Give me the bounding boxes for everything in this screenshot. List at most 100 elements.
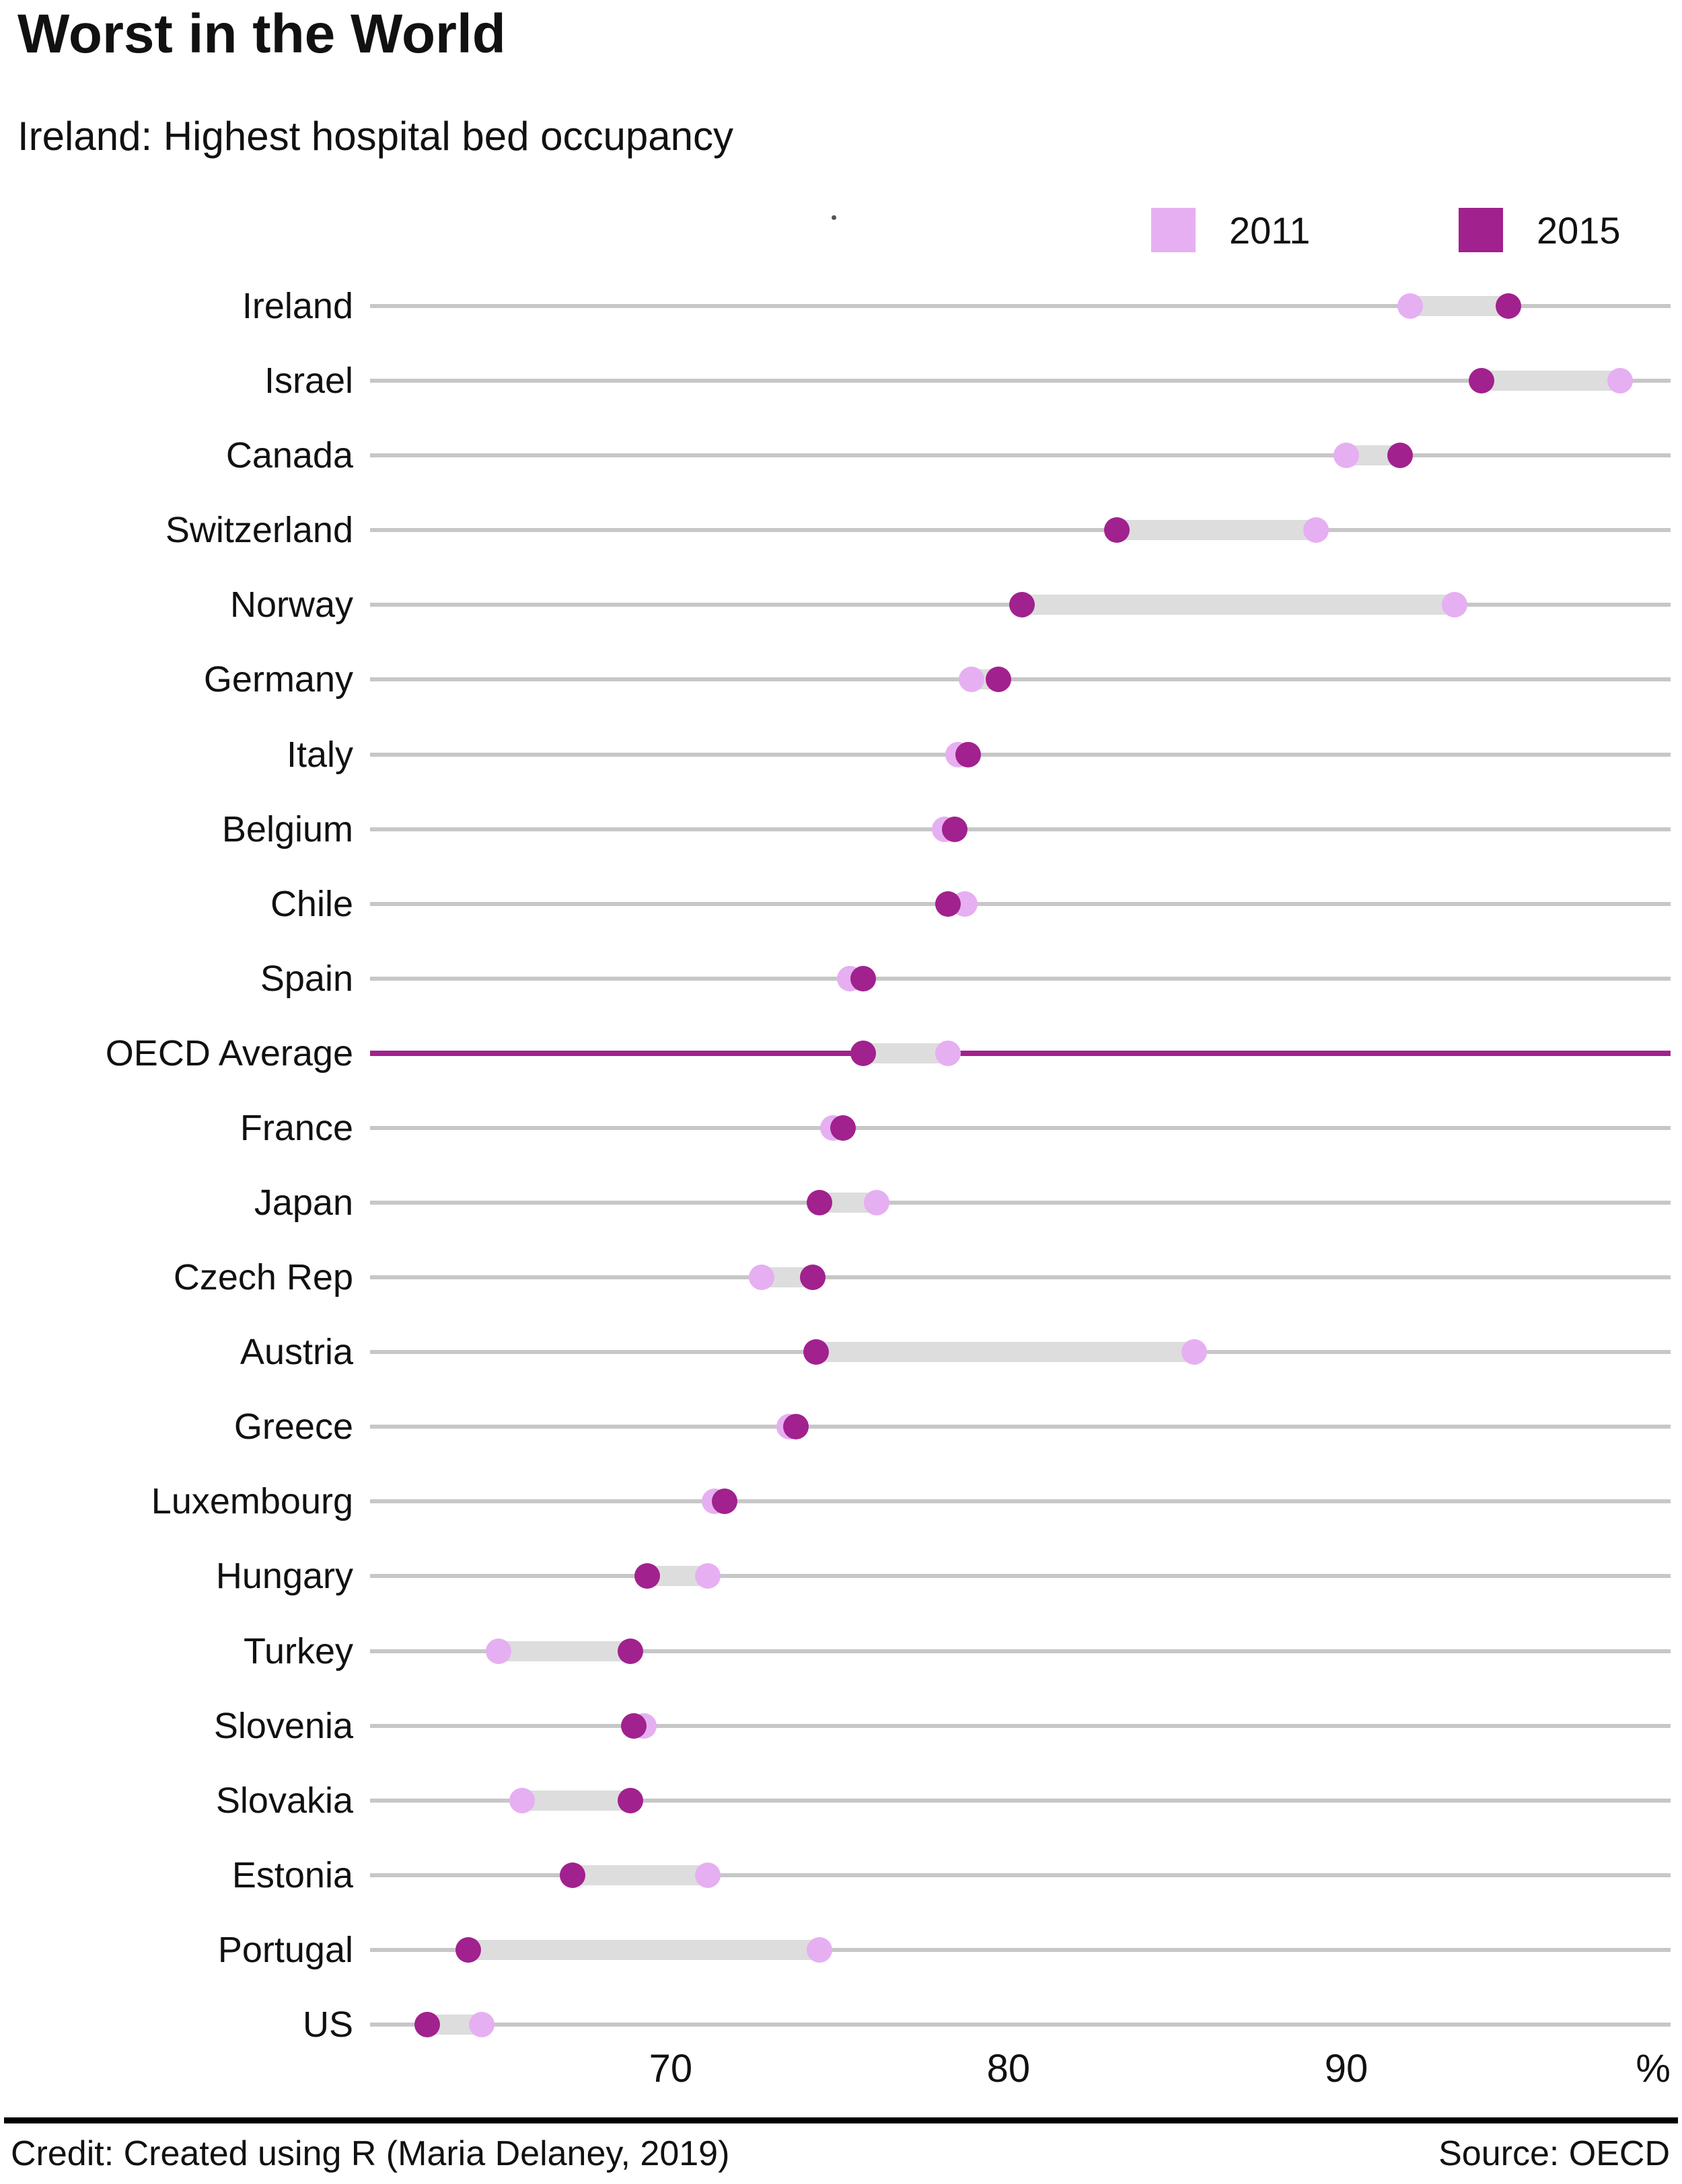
- legend-item-2011: 2011: [1151, 203, 1310, 257]
- dot-2015: [1103, 517, 1130, 543]
- row-line: [370, 1201, 1671, 1205]
- row-label: Czech Rep: [173, 1257, 353, 1298]
- row-line: [370, 1499, 1671, 1504]
- dumbbell-connector: [1022, 595, 1455, 615]
- page-title: Worst in the World: [17, 3, 506, 65]
- row-line: [370, 1574, 1671, 1579]
- x-axis-tick-label: 70: [649, 2047, 693, 2091]
- dot-2015: [941, 816, 967, 842]
- row-line: [370, 901, 1671, 906]
- dumbbell-connector: [863, 1043, 948, 1063]
- dumbbell-connector: [1481, 371, 1620, 391]
- dot-2015: [455, 1936, 481, 1963]
- row-label: Greece: [233, 1406, 353, 1447]
- footer-divider: [4, 2117, 1678, 2123]
- row-label: Italy: [286, 734, 353, 775]
- row-line: [370, 1649, 1671, 1653]
- dumbbell-connector: [498, 1641, 630, 1661]
- row-label: France: [240, 1107, 353, 1148]
- row-line: [370, 752, 1671, 757]
- footer-credit: Credit: Created using R (Maria Delaney, …: [11, 2134, 730, 2173]
- row-label: US: [302, 2004, 353, 2045]
- dot-2011: [1333, 443, 1359, 469]
- dot-2011: [1181, 1339, 1208, 1365]
- legend-swatch-2015-icon: [1459, 208, 1503, 252]
- dot-2011: [468, 2012, 495, 2037]
- dumbbell-connector: [521, 1790, 630, 1811]
- dot-2015: [935, 891, 961, 917]
- dot-2015: [830, 1115, 856, 1141]
- footer-source: Source: OECD: [1438, 2134, 1670, 2173]
- row-line: [370, 453, 1671, 458]
- row-label: Slovakia: [215, 1780, 353, 1821]
- x-axis-tick-label: 80: [986, 2047, 1031, 2091]
- dot-2011: [1397, 293, 1424, 319]
- row-line: [370, 2023, 1671, 2027]
- row-line: [370, 1125, 1671, 1130]
- dot-2015: [1468, 368, 1494, 394]
- chart-legend: 2011 2015: [0, 203, 1682, 257]
- row-line: [370, 1723, 1671, 1728]
- dot-2011: [485, 1638, 511, 1664]
- row-line: [370, 1947, 1671, 1952]
- dot-2011: [806, 1936, 832, 1963]
- dot-2011: [1303, 517, 1329, 543]
- dot-2015: [620, 1712, 647, 1739]
- row-label: Switzerland: [165, 510, 353, 551]
- row-label: Estonia: [231, 1854, 353, 1895]
- row-label: OECD Average: [105, 1032, 353, 1074]
- dot-2015: [1009, 592, 1035, 618]
- x-axis-unit-label: %: [1636, 2047, 1671, 2091]
- dot-2011: [749, 1265, 775, 1291]
- dot-2011: [1441, 592, 1467, 618]
- dumbbell-connector: [1116, 520, 1316, 541]
- row-label: Austria: [240, 1332, 353, 1373]
- legend-item-2015: 2015: [1459, 203, 1621, 257]
- row-line: [370, 677, 1671, 682]
- legend-swatch-2011-icon: [1151, 208, 1196, 252]
- row-label: Turkey: [243, 1630, 353, 1671]
- dumbbell-connector: [468, 1939, 819, 1960]
- dot-2015: [850, 965, 877, 991]
- row-label: Spain: [260, 958, 353, 999]
- row-label: Japan: [254, 1182, 353, 1223]
- dot-2015: [850, 1040, 877, 1066]
- dot-2015: [799, 1265, 826, 1291]
- row-label: Germany: [203, 659, 353, 700]
- row-line: [370, 1798, 1671, 1803]
- dumbbell-connector: [815, 1342, 1195, 1363]
- row-line: [370, 976, 1671, 981]
- row-label: Norway: [229, 585, 353, 626]
- row-line: [370, 379, 1671, 383]
- row-label: Ireland: [242, 286, 353, 326]
- dot-2015: [634, 1563, 660, 1589]
- dot-2015: [1496, 293, 1521, 319]
- row-line: [370, 304, 1671, 308]
- dot-2015: [803, 1339, 829, 1365]
- row-line: [370, 827, 1671, 831]
- dot-2011: [695, 1563, 721, 1589]
- dot-2015: [806, 1190, 832, 1216]
- row-label: Luxembourg: [151, 1481, 353, 1522]
- dot-2011: [958, 667, 984, 693]
- dumbbell-connector: [573, 1865, 708, 1885]
- row-line: [370, 1425, 1671, 1429]
- dot-2015: [617, 1787, 643, 1813]
- dot-2015: [414, 2012, 441, 2037]
- dot-2011: [695, 1862, 721, 1888]
- dot-2015: [782, 1414, 809, 1440]
- dot-2015: [560, 1862, 586, 1888]
- dot-2011: [935, 1040, 961, 1066]
- row-label: Canada: [225, 435, 353, 476]
- row-line: [370, 1275, 1671, 1280]
- row-label: Chile: [270, 883, 353, 924]
- dot-2011: [864, 1190, 890, 1216]
- dot-2015: [1387, 443, 1414, 469]
- x-axis-tick-label: 90: [1324, 2047, 1368, 2091]
- page-subtitle: Ireland: Highest hospital bed occupancy: [17, 114, 734, 159]
- row-label: Portugal: [217, 1929, 353, 1970]
- row-line: [370, 528, 1671, 533]
- dumbbell-connector: [1410, 296, 1508, 316]
